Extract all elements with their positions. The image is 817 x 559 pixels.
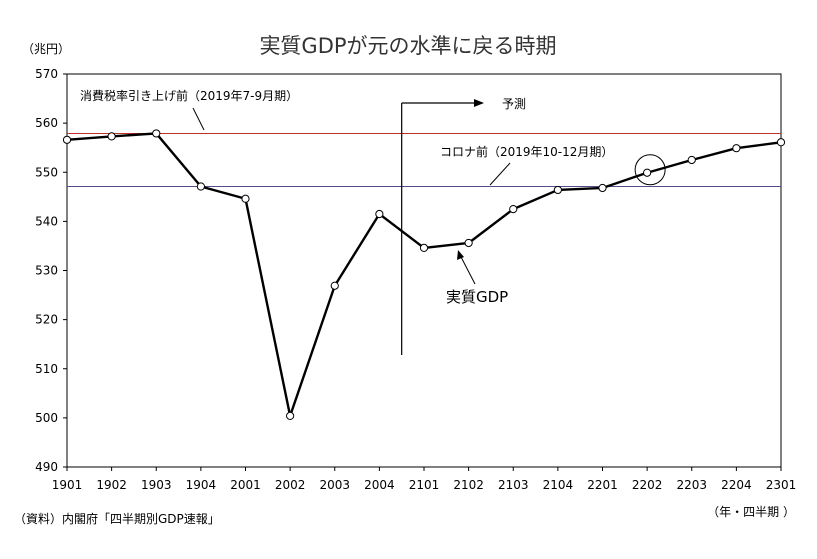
x-tick-label: 1901 (52, 478, 83, 492)
data-point (509, 204, 518, 214)
reference-leader-line (192, 107, 205, 131)
data-point (598, 183, 607, 193)
y-tick-label: 570 (35, 67, 58, 81)
x-tick-label: 1902 (96, 478, 127, 492)
data-point (152, 129, 161, 138)
x-tick-label: 2104 (543, 478, 574, 492)
axes: 490 500 510 520 530 540 550 560 570 1901 1902 1903 1… (35, 67, 796, 492)
x-tick-label: 2003 (319, 478, 350, 492)
x-tick-label: 2204 (721, 478, 752, 492)
y-tick-label: 550 (35, 165, 58, 179)
x-tick-label: 2202 (632, 478, 663, 492)
x-tick-label: 2103 (498, 478, 529, 492)
x-tick-label: 2301 (766, 478, 797, 492)
data-point (196, 182, 205, 191)
series-leader-arrow-head (457, 250, 464, 260)
y-tick-label: 500 (35, 411, 58, 425)
data-point (464, 238, 473, 248)
x-tick-label: 1903 (141, 478, 172, 492)
forecast-label: 予測 (502, 97, 526, 111)
chart-title: 実質GDPが元の水準に戻る時期 (259, 34, 556, 58)
y-tick-label: 510 (35, 362, 58, 376)
x-tick-label: 1904 (186, 478, 217, 492)
reference-line-label: コロナ前（2019年10-12月期） (440, 144, 613, 159)
annotations: 予測 (401, 97, 666, 355)
y-tick-label: 490 (35, 460, 58, 474)
data-point (732, 144, 741, 153)
data-point (687, 155, 696, 165)
series-line (66, 132, 782, 418)
x-axis-label: （年・四半期 ） (707, 505, 795, 519)
x-tick-label: 2102 (453, 478, 484, 492)
reference-lines: 消費税率引き上げ前（2019年7-9月期） コロナ前（2019年10-12月期） (67, 88, 781, 187)
y-axis-label: （兆円） (22, 42, 70, 56)
data-point (553, 185, 562, 195)
x-tick-label: 2101 (409, 478, 440, 492)
series-leader-line (459, 254, 476, 285)
y-tick-label: 520 (35, 313, 58, 327)
y-tick-label: 540 (35, 214, 58, 228)
x-tick-label: 2002 (275, 478, 306, 492)
data-point (286, 411, 295, 421)
source-note: （資料）内閣府「四半期別GDP速報」 (14, 511, 220, 526)
x-tick-label: 2203 (676, 478, 707, 492)
data-point (419, 243, 429, 253)
series-group: 実質GDP (62, 129, 786, 421)
y-tick-label: 530 (35, 264, 58, 278)
data-point (241, 194, 250, 203)
data-point (107, 132, 116, 141)
x-tick-label: 2001 (230, 478, 261, 492)
data-point (776, 138, 786, 147)
highlight-circle (634, 154, 666, 186)
x-tick-label: 2004 (364, 478, 395, 492)
reference-leader-line (489, 162, 511, 186)
data-point (62, 135, 72, 144)
data-point (330, 281, 339, 290)
x-tick-label: 2201 (587, 478, 618, 492)
y-tick-label: 560 (35, 116, 58, 130)
data-point (643, 168, 652, 177)
reference-line-label: 消費税率引き上げ前（2019年7-9月期） (80, 88, 298, 103)
data-point (375, 209, 384, 219)
series-label: 実質GDP (446, 288, 508, 306)
forecast-arrow-head (474, 99, 484, 107)
